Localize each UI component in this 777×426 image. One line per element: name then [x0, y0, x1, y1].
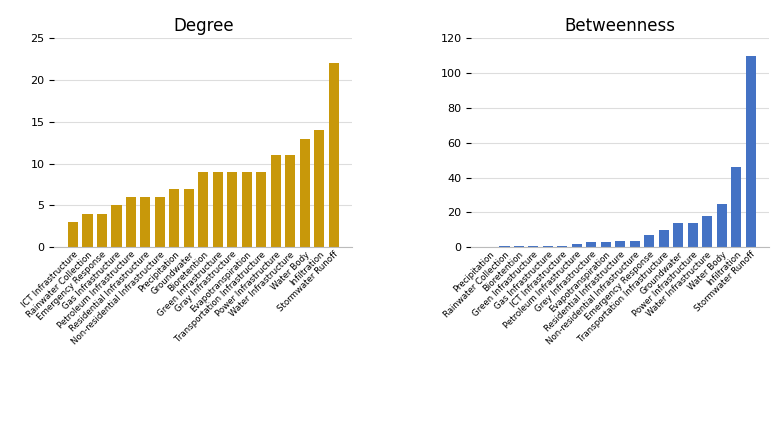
Bar — [169, 189, 179, 247]
Bar — [314, 130, 324, 247]
Bar — [213, 172, 223, 247]
Bar — [155, 197, 165, 247]
Bar — [716, 204, 726, 247]
Bar — [557, 246, 567, 247]
Bar — [68, 222, 78, 247]
Bar — [82, 214, 92, 247]
Bar — [731, 167, 741, 247]
Bar — [256, 172, 267, 247]
Bar — [702, 216, 713, 247]
Bar — [227, 172, 237, 247]
Bar — [500, 246, 510, 247]
Bar — [601, 242, 611, 247]
Bar — [329, 63, 339, 247]
Title: Degree: Degree — [173, 17, 234, 35]
Bar — [126, 197, 136, 247]
Bar — [97, 214, 107, 247]
Bar — [514, 246, 524, 247]
Bar — [587, 242, 597, 247]
Bar — [270, 155, 280, 247]
Bar — [688, 223, 698, 247]
Bar — [572, 244, 582, 247]
Bar — [746, 56, 756, 247]
Bar — [184, 189, 194, 247]
Bar — [285, 155, 295, 247]
Bar — [111, 205, 121, 247]
Bar — [198, 172, 208, 247]
Bar — [543, 246, 553, 247]
Title: Betweenness: Betweenness — [565, 17, 676, 35]
Bar — [300, 138, 310, 247]
Bar — [141, 197, 151, 247]
Bar — [659, 230, 669, 247]
Bar — [615, 241, 625, 247]
Bar — [644, 235, 654, 247]
Bar — [242, 172, 252, 247]
Bar — [528, 246, 538, 247]
Bar — [629, 241, 639, 247]
Bar — [673, 223, 683, 247]
